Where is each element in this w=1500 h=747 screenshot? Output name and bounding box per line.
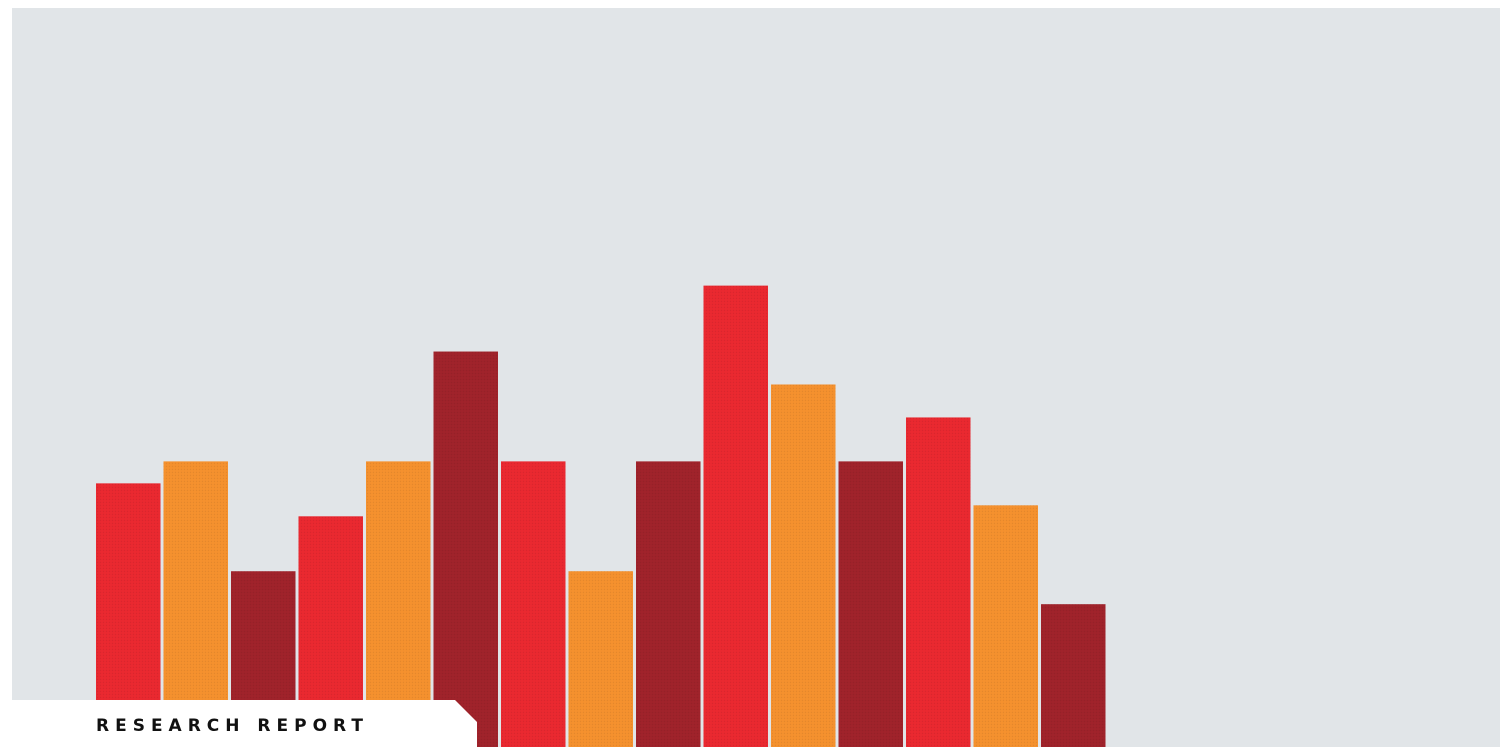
bar-texture-7 xyxy=(501,461,566,747)
bar-texture-14 xyxy=(973,505,1038,747)
bar-texture-9 xyxy=(636,461,701,747)
report-label-box xyxy=(0,700,477,747)
bar-texture-5 xyxy=(366,461,431,747)
bar-texture-2 xyxy=(163,461,228,747)
bar-texture-15 xyxy=(1041,604,1106,747)
bar-texture-8 xyxy=(568,571,633,747)
bar-texture-10 xyxy=(703,285,768,747)
bar-texture-6 xyxy=(433,351,498,747)
bar-texture-12 xyxy=(838,461,903,747)
bar-texture-11 xyxy=(771,384,836,747)
report-label: RESEARCH REPORT xyxy=(96,716,369,736)
bar-texture-13 xyxy=(906,417,971,747)
